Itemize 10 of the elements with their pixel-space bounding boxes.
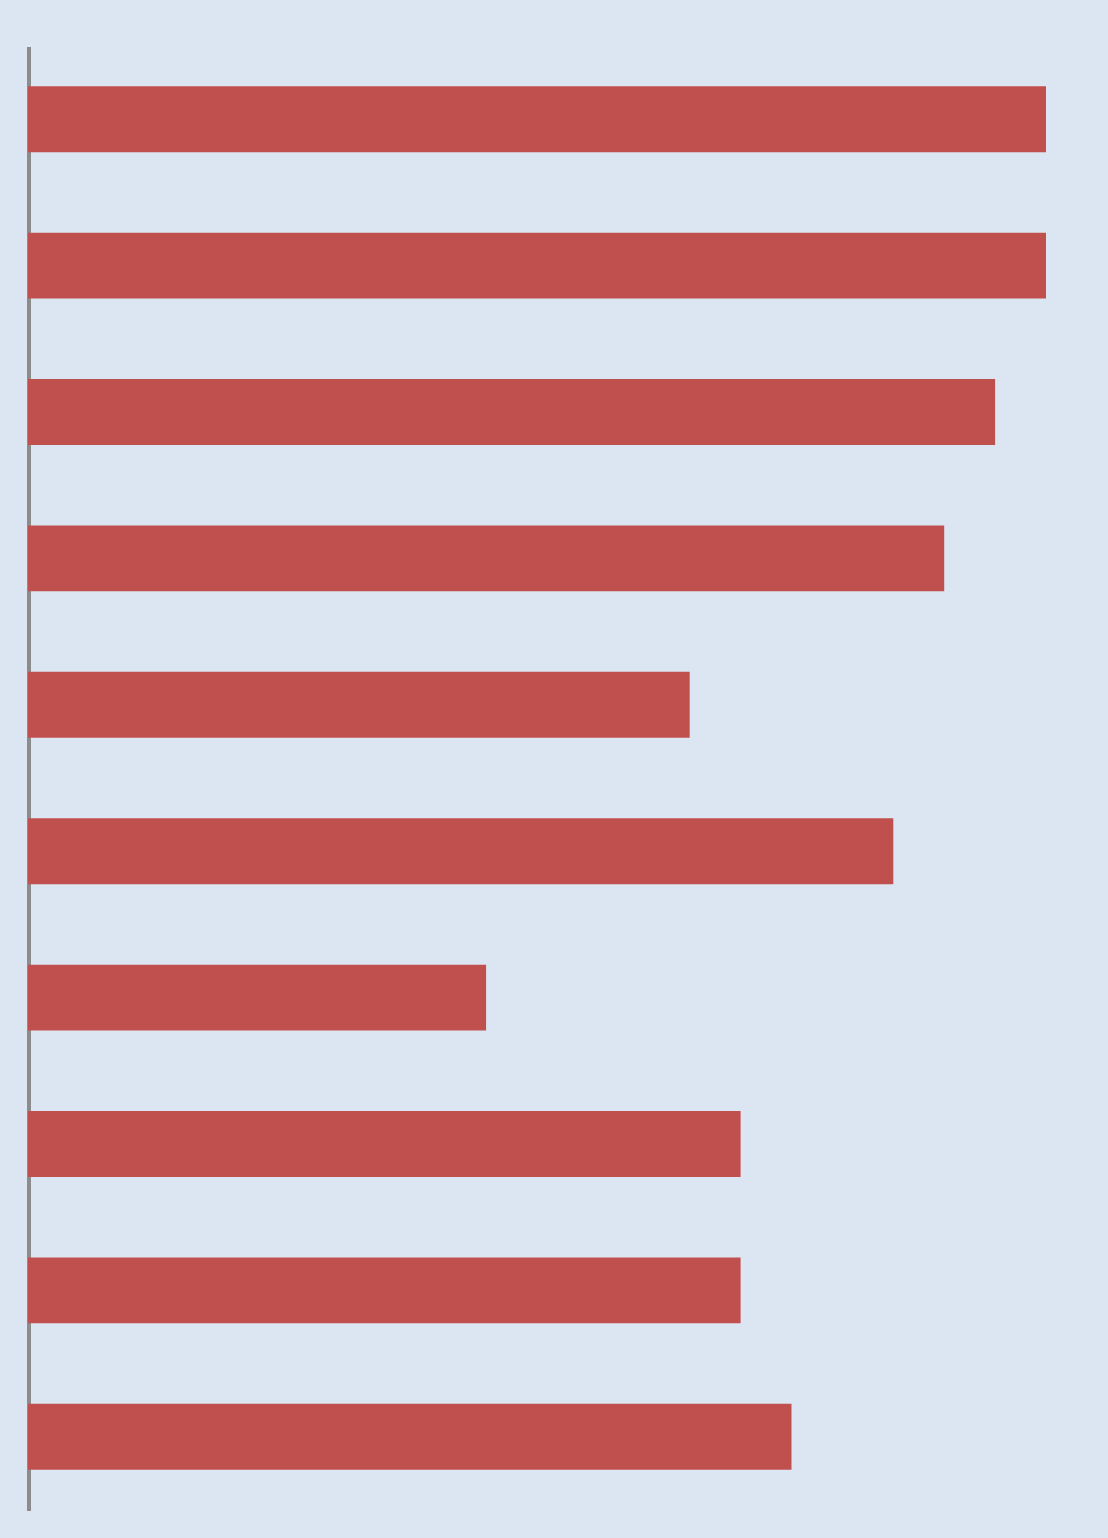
bar — [28, 1111, 741, 1177]
bar — [28, 818, 894, 885]
bar — [28, 1257, 741, 1324]
bar — [28, 525, 945, 592]
bar — [28, 964, 487, 1031]
bar — [28, 86, 1046, 153]
bar — [28, 1403, 792, 1470]
bar — [28, 671, 690, 738]
bar — [28, 232, 1046, 299]
bar — [28, 379, 996, 445]
